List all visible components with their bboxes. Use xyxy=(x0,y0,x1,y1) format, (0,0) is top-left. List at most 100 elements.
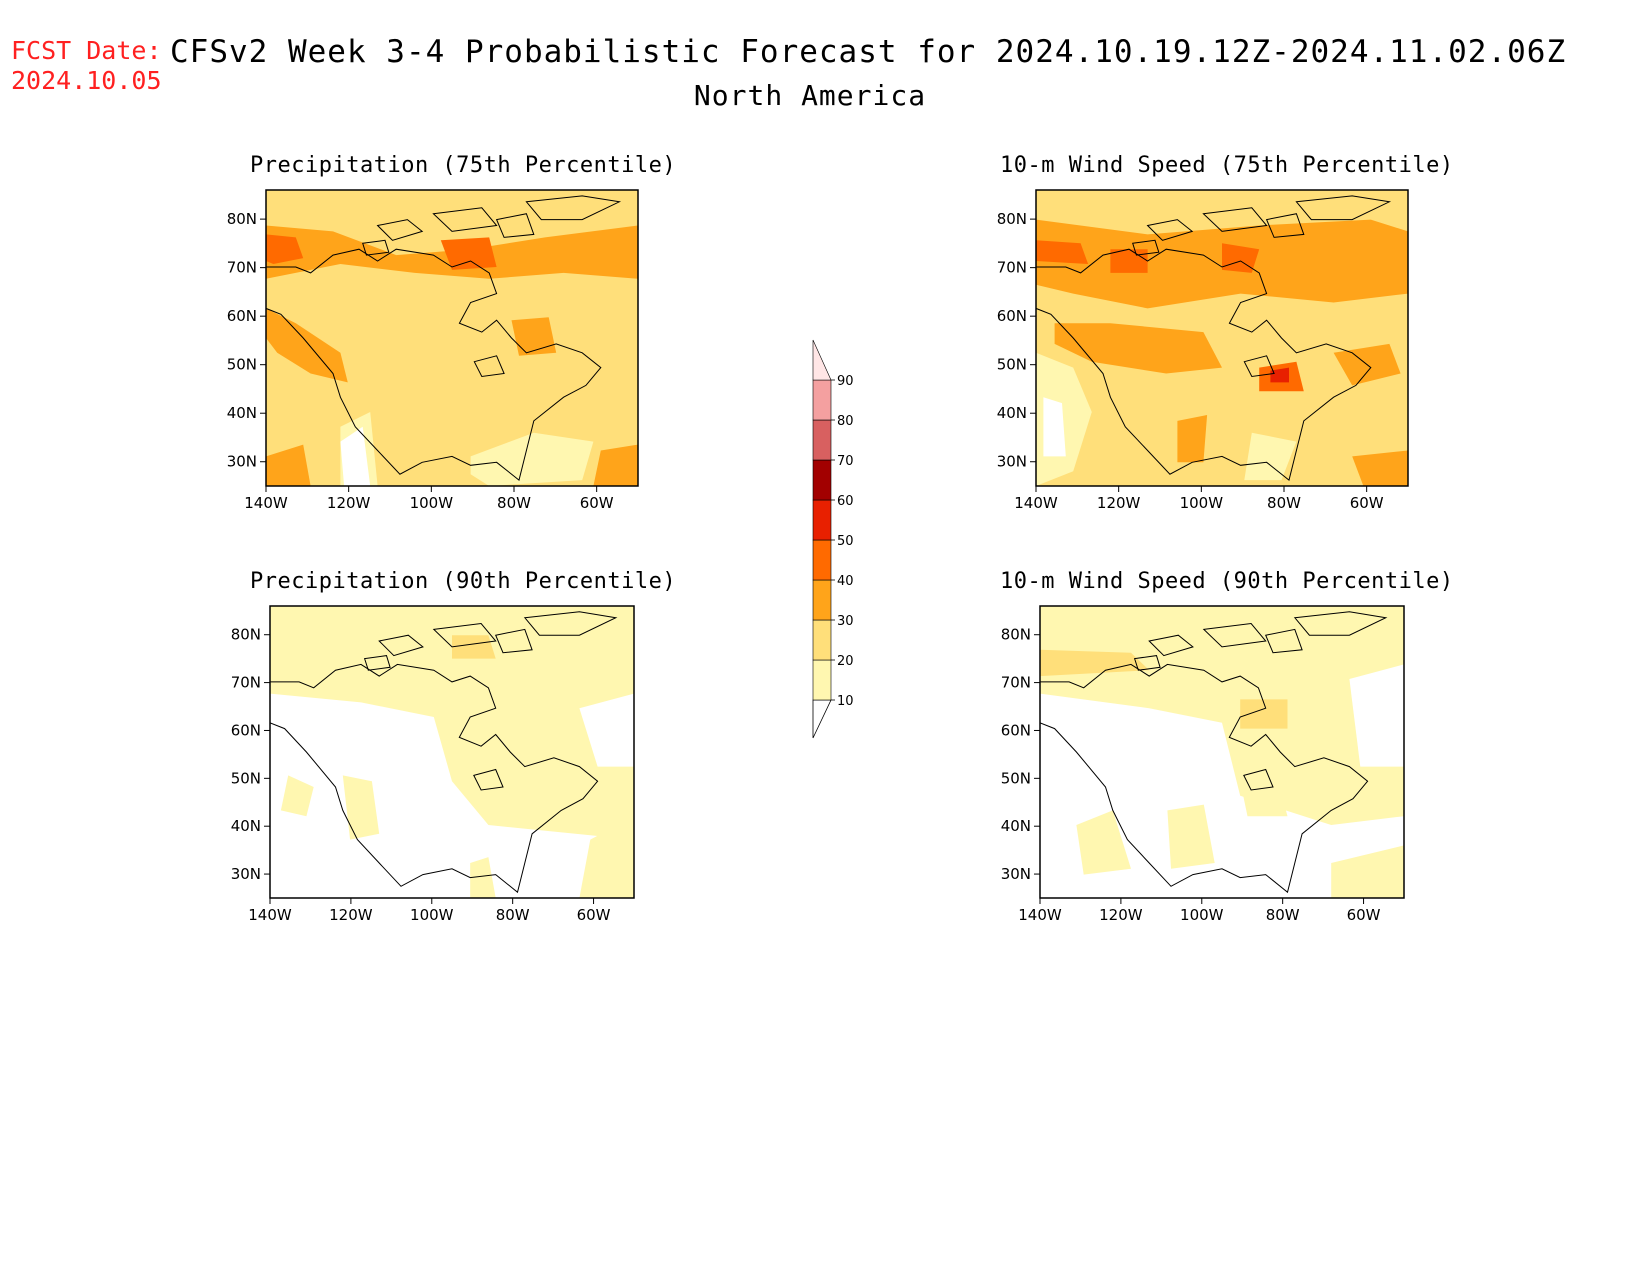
lon-label-precip90-4: 60W xyxy=(577,906,611,924)
probability-shade-wind90-3 xyxy=(1167,804,1215,869)
colorbar-segment-5 xyxy=(812,459,832,501)
map-frame-wind90 xyxy=(1039,605,1405,899)
lat-label-precip90-5: 30N xyxy=(231,865,261,883)
island-outline-wind90-4 xyxy=(1133,655,1161,671)
island-outline-wind75-5 xyxy=(1243,355,1275,378)
colorbar-label-6: 70 xyxy=(837,454,854,469)
island-outline-wind90-0 xyxy=(1148,634,1194,657)
island-outline-precip75-2 xyxy=(495,213,535,238)
island-outline-wind90-2 xyxy=(1265,628,1303,654)
lat-label-wind75-3: 50N xyxy=(997,356,1027,374)
lat-label-wind90-2: 60N xyxy=(1001,721,1031,739)
lat-label-precip90-2: 60N xyxy=(231,721,261,739)
probability-shade-wind90-1 xyxy=(1349,664,1404,767)
colorbar-lower-triangle xyxy=(812,699,832,739)
lon-label-precip75-4: 60W xyxy=(580,494,614,512)
colorbar-label-5: 60 xyxy=(837,494,854,509)
region-title: North America xyxy=(693,79,927,112)
colorbar-label-7: 80 xyxy=(837,414,854,429)
lon-label-wind90-3: 80W xyxy=(1266,906,1300,924)
probability-shade-wind90-7 xyxy=(1240,699,1288,729)
probability-shade-precip75-9 xyxy=(340,426,371,486)
panel-title-precip75: Precipitation (75th Percentile) xyxy=(250,153,677,178)
lon-label-precip75-0: 140W xyxy=(244,494,288,512)
colorbar-segment-1 xyxy=(812,619,832,661)
lon-label-precip75-3: 80W xyxy=(497,494,531,512)
island-outline-precip75-0 xyxy=(376,219,424,241)
coastline-wind75 xyxy=(1036,248,1372,481)
lon-label-precip75-2: 100W xyxy=(410,494,454,512)
lon-label-wind75-3: 80W xyxy=(1267,494,1301,512)
island-outline-precip90-2 xyxy=(495,628,533,654)
lon-label-precip90-1: 120W xyxy=(329,906,373,924)
colorbar-label-3: 40 xyxy=(837,574,854,589)
probability-shade-precip90-1 xyxy=(579,693,634,767)
island-outline-wind90-5 xyxy=(1243,768,1274,791)
map-panel-precip90: 80N 70N 60N 50N 40N 30N 140W 120W 100W 80W 60W xyxy=(231,605,635,924)
colorbar-label-4: 50 xyxy=(837,534,854,549)
probability-shade-wind75-4 xyxy=(1054,323,1222,374)
probability-shade-wind90-4 xyxy=(1331,845,1404,898)
lat-label-precip75-5: 30N xyxy=(227,453,257,471)
map-frame-precip75 xyxy=(265,189,639,487)
lon-label-wind90-2: 100W xyxy=(1180,906,1224,924)
map-frame-wind75 xyxy=(1035,189,1409,487)
lat-label-wind75-0: 80N xyxy=(997,210,1027,228)
fcst-date-value: 2024.10.05 xyxy=(11,66,162,95)
lon-label-wind90-0: 140W xyxy=(1018,906,1062,924)
island-outline-wind90-1 xyxy=(1202,622,1267,648)
colorbar-upper-triangle xyxy=(812,339,832,381)
lon-label-precip90-2: 100W xyxy=(410,906,454,924)
lat-label-wind90-3: 50N xyxy=(1001,769,1031,787)
island-outline-wind75-0 xyxy=(1146,219,1194,241)
panel-title-wind75: 10-m Wind Speed (75th Percentile) xyxy=(1000,153,1454,178)
island-outline-precip75-3 xyxy=(525,195,622,221)
colorbar-segment-6 xyxy=(812,419,832,461)
probability-shade-precip75-6 xyxy=(266,444,311,486)
lat-label-precip75-3: 50N xyxy=(227,356,257,374)
colorbar-segment-4 xyxy=(812,499,832,541)
probability-shade-wind75-6 xyxy=(1270,367,1289,383)
lat-label-wind75-1: 70N xyxy=(997,259,1027,277)
island-outline-precip90-5 xyxy=(473,768,504,791)
figure-title: CFSv2 Week 3-4 Probabilistic Forecast fo… xyxy=(170,34,1567,70)
map-panel-precip75: 80N 70N 60N 50N 40N 30N 140W 120W 100W 80W 60W xyxy=(227,189,639,512)
island-outline-wind90-3 xyxy=(1293,611,1388,636)
lat-label-precip90-0: 80N xyxy=(231,626,261,644)
fcst-date-caption: FCST Date: xyxy=(11,36,162,65)
probability-shade-precip75-2 xyxy=(440,237,497,270)
lon-label-wind75-4: 60W xyxy=(1350,494,1384,512)
island-outline-precip90-3 xyxy=(523,611,618,636)
colorbar-label-8: 90 xyxy=(837,374,854,389)
lon-label-wind75-0: 140W xyxy=(1014,494,1058,512)
colorbar-label-2: 30 xyxy=(837,614,854,629)
lon-label-wind90-4: 60W xyxy=(1347,906,1381,924)
map-panel-wind90: 80N 70N 60N 50N 40N 30N 140W 120W 100W 80W 60W xyxy=(1001,605,1405,924)
map-panel-wind75: 80N 70N 60N 50N 40N 30N 140W 120W 100W 80W 60W xyxy=(997,189,1409,512)
probability-shade-precip75-1 xyxy=(266,234,304,264)
panel-title-precip90: Precipitation (90th Percentile) xyxy=(250,569,677,594)
coastline-precip90 xyxy=(270,663,599,894)
probability-shade-precip75-7 xyxy=(470,432,594,486)
probability-shade-wind90-0 xyxy=(1040,693,1404,898)
lat-label-precip75-1: 70N xyxy=(227,259,257,277)
island-outline-wind75-2 xyxy=(1265,213,1305,238)
forecast-date-label: FCST Date: 2024.10.05 xyxy=(11,36,162,96)
probability-shade-precip90-6 xyxy=(452,635,496,659)
island-outline-precip90-0 xyxy=(378,634,424,657)
probability-shade-wind75-1 xyxy=(1036,240,1089,264)
probability-shade-precip90-0 xyxy=(270,693,634,898)
lat-label-precip75-2: 60N xyxy=(227,307,257,325)
lat-label-wind75-4: 40N xyxy=(997,404,1027,422)
probability-shade-precip75-3 xyxy=(266,308,348,383)
lat-label-wind75-2: 60N xyxy=(997,307,1027,325)
probability-shade-wind75-8 xyxy=(1177,415,1208,463)
lat-label-precip90-4: 40N xyxy=(231,817,261,835)
lat-label-precip90-3: 50N xyxy=(231,769,261,787)
lat-label-wind90-4: 40N xyxy=(1001,817,1031,835)
island-outline-wind75-4 xyxy=(1132,239,1160,256)
coastline-precip75 xyxy=(266,248,602,481)
island-outline-precip75-1 xyxy=(432,207,498,232)
lat-label-wind90-5: 30N xyxy=(1001,865,1031,883)
colorbar-segment-3 xyxy=(812,539,832,581)
